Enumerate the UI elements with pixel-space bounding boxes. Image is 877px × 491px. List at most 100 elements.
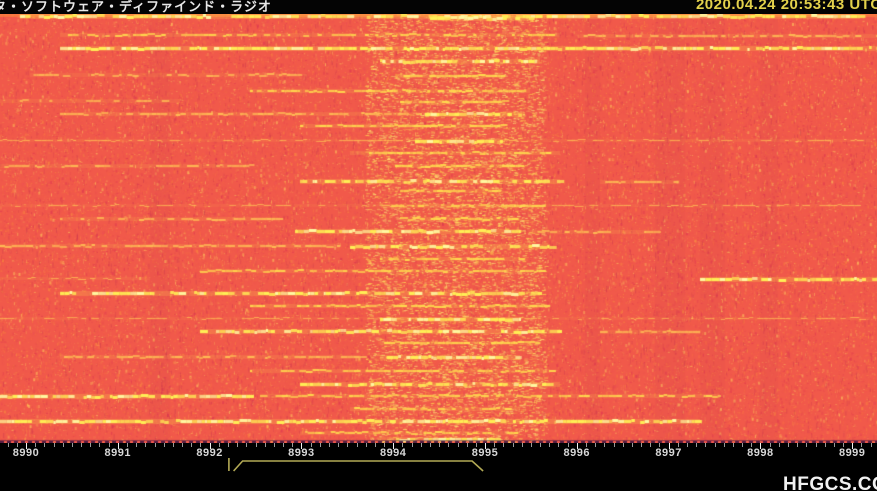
minor-tick (420, 443, 422, 447)
freq-tick-label: 8990 (12, 447, 40, 459)
page-title: タ・ソフトウェア・ディファインド・ラジオ (0, 0, 272, 14)
minor-tick (273, 443, 275, 447)
minor-tick (200, 443, 202, 447)
freq-tick-label: 8991 (104, 447, 132, 459)
minor-tick (44, 443, 46, 447)
minor-tick (319, 443, 321, 447)
minor-tick (705, 443, 707, 447)
minor-tick (402, 443, 404, 447)
major-tick (668, 443, 670, 449)
minor-tick (347, 443, 349, 447)
watermark-label: HFGCS.CO (783, 474, 877, 491)
minor-tick (540, 443, 542, 447)
minor-tick (328, 443, 330, 447)
minor-tick (494, 443, 496, 447)
minor-tick (191, 443, 193, 447)
minor-tick (742, 443, 743, 447)
minor-tick (815, 443, 817, 447)
minor-tick (172, 443, 174, 447)
minor-tick (567, 443, 569, 447)
minor-tick (448, 443, 450, 447)
minor-tick (723, 443, 725, 447)
major-tick (576, 443, 578, 449)
minor-tick (631, 443, 633, 447)
minor-tick (7, 443, 9, 447)
minor-tick (218, 443, 220, 447)
minor-tick (292, 443, 294, 447)
major-tick (301, 443, 303, 449)
minor-tick (843, 443, 844, 447)
minor-tick (475, 443, 477, 447)
major-tick (485, 443, 486, 449)
minor-tick (90, 443, 92, 447)
major-tick (26, 443, 27, 449)
minor-tick (62, 443, 64, 447)
minor-tick (806, 443, 808, 447)
minor-tick (429, 443, 431, 447)
minor-tick (824, 443, 826, 447)
freq-tick-label: 8997 (655, 447, 682, 459)
minor-tick (613, 443, 615, 447)
minor-tick (659, 443, 661, 447)
minor-tick (99, 443, 101, 447)
freq-tick-label: 8994 (379, 447, 407, 459)
minor-tick (374, 443, 376, 447)
waterfall-canvas[interactable] (0, 14, 877, 443)
minor-tick (16, 443, 18, 447)
major-tick (760, 443, 762, 449)
freq-tick-label: 8992 (196, 447, 223, 459)
major-tick (393, 443, 395, 449)
minor-tick (466, 443, 468, 447)
minor-tick (833, 443, 835, 447)
freq-tick-label: 8993 (288, 447, 315, 459)
major-tick (209, 443, 211, 449)
top-overlay-bar: タ・ソフトウェア・ディファインド・ラジオ 2020.04.24 20:53:43… (0, 0, 877, 14)
minor-tick (255, 443, 257, 447)
minor-tick (127, 443, 128, 447)
minor-tick (696, 443, 698, 447)
freq-tick-label: 8996 (563, 447, 591, 459)
minor-tick (769, 443, 771, 447)
minor-tick (145, 443, 147, 447)
minor-tick (677, 443, 679, 447)
minor-tick (549, 443, 551, 447)
minor-tick (108, 443, 110, 447)
freq-tick-label: 8995 (471, 447, 499, 459)
minor-tick (512, 443, 514, 447)
minor-tick (732, 443, 734, 447)
passband-marker[interactable] (0, 456, 877, 474)
minor-tick (310, 443, 312, 447)
minor-tick (558, 443, 560, 447)
minor-tick (650, 443, 652, 447)
minor-tick (228, 443, 229, 447)
passband-bracket-icon[interactable] (228, 458, 484, 472)
minor-tick (356, 443, 358, 447)
minor-tick (384, 443, 385, 447)
minor-tick (503, 443, 505, 447)
minor-tick (870, 443, 872, 447)
minor-tick (411, 443, 413, 447)
minor-tick (595, 443, 597, 447)
minor-tick (338, 443, 340, 447)
minor-tick (641, 443, 643, 447)
minor-tick (586, 443, 587, 447)
minor-tick (163, 443, 165, 447)
minor-tick (365, 443, 367, 447)
frequency-axis: 8990 8991 8992 8993 8994 8995 8996 8997 8998 8999 (0, 443, 877, 491)
minor-tick (604, 443, 606, 447)
minor-tick (81, 443, 83, 447)
minor-tick (778, 443, 780, 447)
minor-tick (71, 443, 73, 447)
minor-tick (714, 443, 716, 447)
minor-tick (861, 443, 863, 447)
minor-tick (751, 443, 753, 447)
minor-tick (283, 443, 284, 447)
minor-tick (439, 443, 441, 447)
freq-tick-label: 8998 (747, 447, 774, 459)
minor-tick (35, 443, 37, 447)
timestamp-label: 2020.04.24 20:53:43 UTC+ (695, 0, 877, 13)
minor-tick (53, 443, 55, 447)
minor-tick (457, 443, 459, 447)
minor-tick (237, 443, 239, 447)
